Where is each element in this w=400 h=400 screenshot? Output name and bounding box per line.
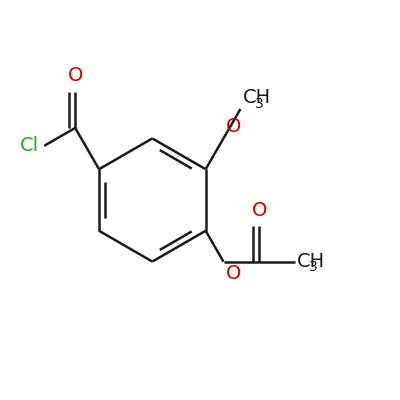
Text: O: O xyxy=(226,117,241,136)
Text: O: O xyxy=(226,264,241,283)
Text: Cl: Cl xyxy=(20,136,40,155)
Text: CH: CH xyxy=(297,252,325,271)
Text: CH: CH xyxy=(242,88,270,107)
Text: O: O xyxy=(68,66,83,85)
Text: 3: 3 xyxy=(309,260,318,274)
Text: O: O xyxy=(252,201,267,220)
Text: 3: 3 xyxy=(255,97,264,111)
